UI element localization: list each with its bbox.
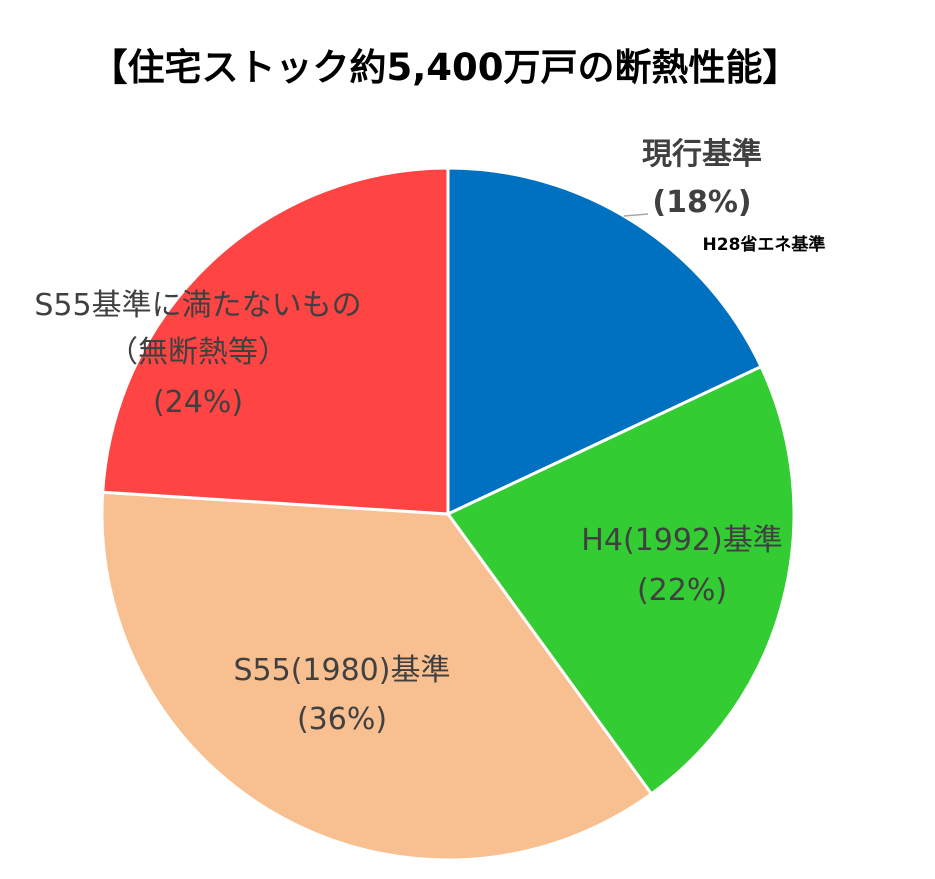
pie-slices	[100, 166, 796, 862]
slice-label: S55基準に満たないもの	[34, 288, 361, 323]
slice-label: S55(1980)基準	[234, 653, 451, 688]
slice-percent-label: (18%)	[652, 185, 751, 220]
slice-sublabel: （無断熱等）	[108, 335, 288, 370]
slice-label: 現行基準	[642, 137, 762, 172]
chart-title: 【住宅ストック約5,400万戸の断熱性能】	[90, 46, 799, 89]
pie-slice	[445, 364, 796, 797]
slice-percent-label: (24%)	[153, 385, 243, 420]
slice-note: H28省エネ基準	[703, 234, 826, 255]
pie-slice	[101, 166, 450, 516]
pie-slice	[446, 166, 764, 517]
slice-label: H4(1992)基準	[581, 523, 782, 558]
leader-line	[623, 213, 649, 217]
slice-percent-label: (22%)	[637, 573, 727, 608]
slice-percent-label: (36%)	[297, 702, 387, 737]
pie-slice	[100, 490, 654, 862]
